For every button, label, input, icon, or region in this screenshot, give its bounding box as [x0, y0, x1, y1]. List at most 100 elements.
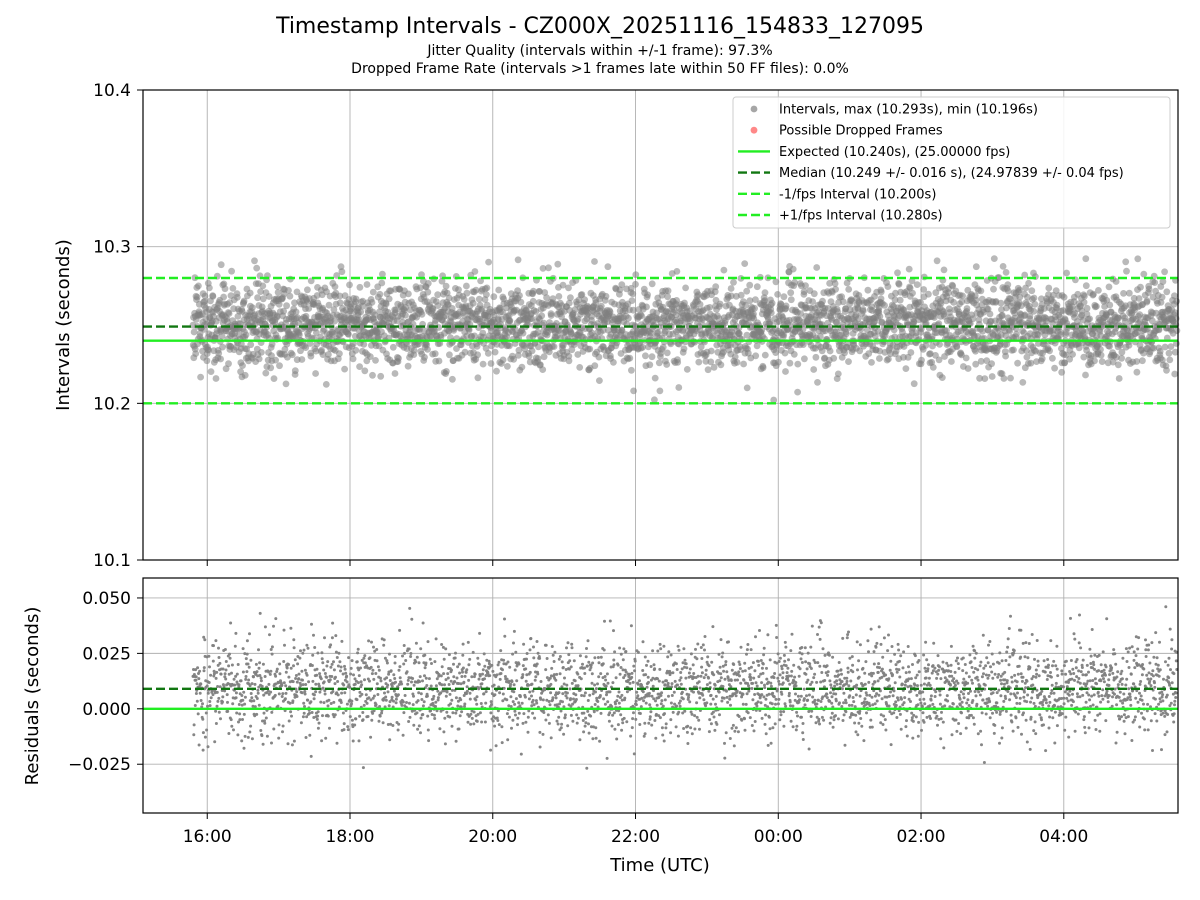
intervals-y-axis: 10.110.210.310.4 — [93, 81, 143, 571]
data-point — [560, 660, 564, 664]
data-point — [751, 304, 758, 312]
data-point — [238, 718, 242, 722]
data-point — [208, 700, 212, 703]
data-point — [414, 660, 418, 664]
data-point — [454, 739, 458, 743]
data-point — [280, 307, 287, 315]
data-point — [361, 718, 365, 722]
data-point — [791, 279, 798, 286]
data-point — [556, 722, 560, 726]
data-point — [596, 377, 603, 384]
data-point — [430, 662, 433, 665]
data-point — [250, 682, 254, 686]
data-point — [533, 716, 537, 720]
data-point — [972, 263, 980, 271]
data-point — [664, 287, 672, 295]
data-point — [842, 330, 850, 338]
data-point — [228, 652, 231, 656]
data-point — [520, 701, 524, 705]
data-point — [274, 282, 281, 290]
data-point — [364, 693, 368, 697]
data-point — [349, 672, 353, 676]
data-point — [1125, 342, 1133, 349]
data-point — [356, 363, 363, 370]
data-point — [327, 698, 331, 702]
data-point — [346, 281, 353, 289]
data-point — [508, 665, 512, 669]
data-point — [780, 293, 788, 301]
data-point — [301, 678, 304, 682]
legend-label-4: -1/fps Interval (10.200s) — [779, 187, 936, 202]
data-point — [557, 691, 561, 695]
data-point — [546, 713, 550, 717]
data-point — [393, 677, 397, 680]
data-point — [317, 684, 321, 688]
data-point — [465, 689, 469, 693]
data-point — [417, 661, 421, 665]
data-point — [407, 647, 411, 651]
data-point — [230, 724, 234, 728]
data-point — [348, 686, 352, 689]
data-point — [203, 638, 207, 642]
data-point — [489, 711, 493, 715]
data-point — [424, 346, 431, 353]
data-point — [416, 699, 420, 703]
data-point — [646, 361, 654, 369]
data-point — [1133, 368, 1141, 376]
data-point — [300, 691, 304, 695]
data-point — [554, 260, 562, 268]
data-point — [209, 696, 213, 700]
data-point — [555, 719, 559, 723]
data-point — [538, 745, 542, 749]
data-point — [295, 695, 299, 698]
data-point — [1030, 307, 1038, 315]
data-point — [361, 711, 365, 714]
data-point — [786, 359, 794, 367]
data-point — [285, 666, 289, 670]
data-point — [535, 701, 539, 705]
data-point — [1098, 358, 1106, 365]
data-point — [405, 701, 408, 704]
data-point — [206, 745, 210, 749]
data-point — [426, 714, 430, 718]
data-point — [385, 676, 389, 680]
data-point — [465, 668, 469, 672]
data-point — [284, 684, 288, 688]
data-point — [933, 257, 941, 265]
data-point — [346, 728, 350, 732]
data-point — [1019, 379, 1027, 386]
data-point — [448, 715, 452, 719]
data-point — [207, 681, 211, 684]
data-point — [232, 677, 236, 681]
data-point — [305, 305, 313, 312]
data-point — [292, 739, 296, 743]
data-point — [320, 657, 324, 661]
data-point — [252, 675, 255, 679]
data-point — [382, 643, 386, 647]
data-point — [506, 342, 513, 350]
data-point — [268, 352, 275, 359]
data-point — [591, 362, 599, 370]
data-point — [712, 283, 720, 291]
data-point — [193, 293, 201, 301]
data-point — [532, 656, 536, 660]
data-point — [283, 697, 287, 701]
data-point — [845, 358, 852, 365]
data-point — [244, 675, 248, 678]
data-point — [301, 715, 305, 719]
data-point — [255, 670, 259, 674]
data-point — [525, 657, 528, 661]
data-point — [570, 681, 574, 685]
data-point — [674, 359, 682, 366]
data-point — [254, 294, 261, 302]
data-point — [241, 718, 244, 721]
data-point — [427, 677, 431, 681]
data-point — [531, 689, 535, 693]
data-point — [438, 277, 446, 285]
data-point — [1158, 293, 1166, 301]
data-point — [1010, 346, 1017, 354]
data-point — [304, 736, 308, 739]
data-point — [206, 704, 209, 708]
data-point — [217, 646, 220, 650]
data-point — [289, 710, 293, 714]
